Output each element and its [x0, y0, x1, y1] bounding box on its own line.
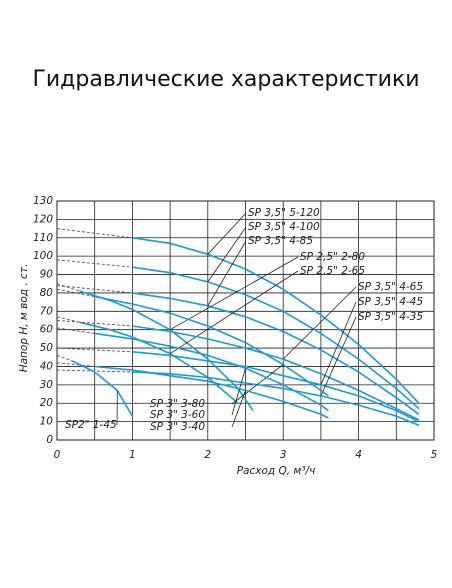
x-tick-label: 1	[129, 449, 136, 461]
curve-label: SP 3" 3-60	[150, 409, 205, 421]
dashed-extension	[57, 328, 95, 334]
y-tick-label: 40	[40, 360, 54, 372]
y-tick-label: 80	[40, 287, 54, 299]
dashed-extension	[57, 284, 80, 291]
y-tick-label: 30	[40, 379, 54, 391]
y-tick-label: 110	[33, 232, 53, 244]
x-tick-label: 2	[204, 449, 211, 461]
curve-label: SP 2,5" 2-80	[300, 251, 365, 263]
y-tick-label: 60	[40, 324, 54, 336]
x-tick-label: 3	[280, 449, 287, 461]
y-tick-label: 50	[40, 342, 54, 354]
y-tick-label: 120	[33, 213, 53, 225]
x-tick-label: 0	[54, 449, 61, 461]
curve-label: SP 3" 3-40	[150, 421, 205, 433]
curve-label: SP 3,5" 4-85	[248, 235, 313, 247]
curve-label: SP 3,5" 4-45	[358, 296, 423, 308]
leader-line	[232, 365, 283, 404]
curve-label: SP 3,5" 5-120	[248, 207, 320, 219]
y-tick-label: 20	[40, 397, 54, 409]
curve	[80, 291, 253, 411]
y-tick-label: 90	[40, 269, 54, 281]
y-tick-label: 130	[33, 195, 53, 207]
curve-label: SP2" 1-45	[65, 419, 117, 431]
x-axis-label: Расход Q, м³/ч	[237, 465, 316, 477]
x-tick-label: 4	[355, 449, 362, 461]
y-tick-label: 10	[40, 416, 54, 428]
y-tick-label: 100	[33, 250, 53, 262]
leader-line	[170, 257, 298, 330]
curve-label: SP 3,5" 4-35	[358, 311, 423, 323]
x-tick-label: 5	[431, 449, 438, 461]
curve-label: SP 3,5" 4-100	[248, 221, 320, 233]
y-tick-label: 0	[46, 434, 53, 446]
y-tick-label: 70	[40, 305, 54, 317]
y-axis-label: Напор H, м вод . ст.	[18, 264, 30, 373]
chart-title: Гидравлические характеристики	[32, 67, 419, 92]
curve-label: SP 2,5" 2-65	[300, 265, 365, 277]
curve-label: SP 3,5" 4-65	[358, 281, 423, 293]
dashed-extension	[57, 355, 72, 361]
leader-line	[321, 302, 356, 385]
leader-line	[170, 271, 298, 354]
